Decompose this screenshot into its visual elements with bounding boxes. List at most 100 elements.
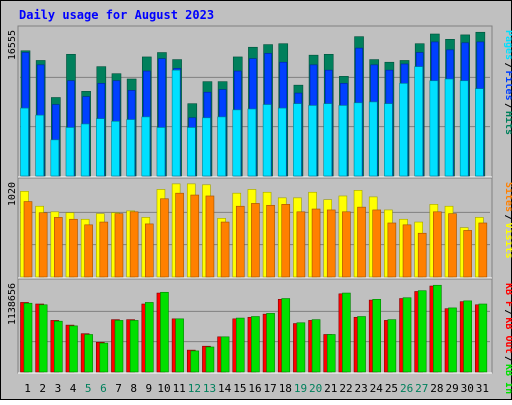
bar-kb-in-day-16 bbox=[251, 316, 260, 373]
x-tick-label: 21 bbox=[324, 382, 337, 395]
bar-kb-in-day-4 bbox=[69, 325, 78, 373]
bar-sites-day-29 bbox=[448, 213, 457, 278]
bar-kb-in-day-14 bbox=[220, 336, 230, 373]
bar-kb-in-day-20 bbox=[311, 319, 321, 373]
bar-pages-day-10 bbox=[156, 127, 166, 177]
bar-kb-in-day-2 bbox=[38, 304, 48, 373]
legend-panel-2: Sites / Visits bbox=[503, 182, 512, 259]
legend-separator: / bbox=[503, 215, 512, 221]
x-tick-label: 7 bbox=[115, 382, 122, 395]
bar-sites-day-27 bbox=[417, 232, 427, 278]
bar-pages-day-20 bbox=[308, 105, 317, 177]
bar-sites-day-19 bbox=[296, 211, 306, 278]
bar-sites-day-2 bbox=[38, 212, 48, 278]
bar-sites-day-30 bbox=[463, 230, 472, 278]
bar-sites-day-4 bbox=[69, 218, 78, 278]
bar-sites-day-17 bbox=[266, 204, 275, 278]
bar-pages-day-2 bbox=[35, 114, 44, 177]
y-max-label: 1138656 bbox=[7, 283, 18, 325]
bar-kb-in-day-13 bbox=[205, 346, 215, 373]
x-tick-label: 17 bbox=[264, 382, 277, 395]
bar-sites-day-11 bbox=[175, 192, 184, 278]
bar-kb-in-day-26 bbox=[402, 297, 412, 373]
bar-pages-day-7 bbox=[111, 121, 120, 177]
bar-kb-in-day-29 bbox=[448, 307, 457, 373]
x-tick-label: 11 bbox=[173, 382, 186, 395]
bar-pages-day-29 bbox=[444, 78, 454, 177]
x-tick-label: 18 bbox=[279, 382, 292, 395]
x-tick-label: 30 bbox=[461, 382, 474, 395]
bar-kb-in-day-23 bbox=[357, 316, 366, 373]
bar-pages-day-6 bbox=[96, 118, 105, 177]
bar-kb-in-day-15 bbox=[235, 317, 245, 373]
bar-sites-day-13 bbox=[205, 195, 215, 278]
legend-item: Sites bbox=[503, 182, 512, 212]
legend-item: Visits bbox=[503, 223, 512, 259]
bar-pages-day-12 bbox=[186, 127, 196, 177]
y-max-label: 16555 bbox=[7, 30, 18, 60]
x-tick-label: 16 bbox=[248, 382, 261, 395]
bar-sites-day-3 bbox=[54, 217, 63, 278]
bar-kb-in-day-8 bbox=[129, 320, 139, 373]
legend-separator: / bbox=[503, 309, 512, 315]
bar-kb-in-day-12 bbox=[190, 350, 200, 373]
bar-pages-day-26 bbox=[399, 83, 408, 177]
x-tick-label: 5 bbox=[85, 382, 92, 395]
bar-sites-day-10 bbox=[160, 198, 169, 278]
bar-sites-day-23 bbox=[357, 206, 366, 278]
x-tick-label: 31 bbox=[476, 382, 489, 395]
x-tick-label: 1 bbox=[24, 382, 31, 395]
bar-sites-day-16 bbox=[251, 203, 260, 278]
x-tick-label: 24 bbox=[370, 382, 384, 395]
bar-kb-in-day-21 bbox=[326, 334, 336, 373]
bar-pages-day-25 bbox=[384, 103, 393, 177]
bar-pages-day-21 bbox=[323, 103, 333, 177]
bar-kb-in-day-22 bbox=[342, 292, 351, 373]
bar-pages-day-1 bbox=[20, 107, 29, 177]
bar-sites-day-31 bbox=[478, 222, 488, 278]
x-tick-label: 14 bbox=[218, 382, 232, 395]
y-max-label: 1020 bbox=[7, 182, 18, 206]
bar-pages-day-8 bbox=[126, 119, 135, 177]
bar-pages-day-16 bbox=[247, 108, 257, 177]
x-tick-label: 15 bbox=[233, 382, 246, 395]
legend-panel-3: KB F / KB Out / KB In bbox=[503, 283, 512, 394]
x-tick-label: 2 bbox=[39, 382, 46, 395]
x-tick-label: 12 bbox=[188, 382, 201, 395]
bar-pages-day-5 bbox=[80, 123, 90, 177]
bar-kb-in-day-6 bbox=[99, 342, 109, 373]
chart-title: Daily usage for August 2023 bbox=[19, 8, 214, 22]
panel-1: 16555 Pages / Files / Hits bbox=[7, 25, 512, 178]
bar-sites-day-22 bbox=[342, 211, 351, 278]
bar-pages-day-17 bbox=[262, 104, 272, 177]
bar-sites-day-14 bbox=[220, 221, 230, 278]
legend-separator: / bbox=[503, 63, 512, 69]
bar-kb-in-day-30 bbox=[463, 300, 472, 373]
bar-kb-in-day-17 bbox=[266, 313, 275, 373]
x-tick-label: 10 bbox=[157, 382, 170, 395]
bar-pages-day-31 bbox=[475, 88, 484, 177]
legend-item: KB In bbox=[503, 364, 512, 394]
bar-sites-day-18 bbox=[281, 204, 291, 278]
bar-pages-day-11 bbox=[171, 69, 181, 177]
x-tick-label: 13 bbox=[203, 382, 216, 395]
bar-sites-day-1 bbox=[23, 201, 33, 278]
bar-sites-day-8 bbox=[129, 211, 139, 278]
bar-kb-in-day-25 bbox=[387, 319, 397, 373]
bar-pages-day-28 bbox=[429, 80, 439, 177]
legend-panel-1: Pages / Files / Hits bbox=[503, 30, 512, 135]
bar-pages-day-13 bbox=[202, 117, 211, 177]
bar-pages-day-14 bbox=[217, 116, 226, 177]
bar-pages-day-19 bbox=[293, 103, 302, 177]
x-tick-label: 29 bbox=[445, 382, 458, 395]
bar-kb-in-day-24 bbox=[372, 299, 382, 373]
legend-separator: / bbox=[503, 356, 512, 362]
panel-2: 1020 Sites / Visits bbox=[7, 177, 512, 279]
bar-sites-day-24 bbox=[372, 209, 382, 278]
bar-kb-in-day-3 bbox=[54, 320, 63, 373]
bar-sites-day-6 bbox=[99, 221, 109, 278]
bar-pages-day-30 bbox=[459, 80, 469, 177]
bar-kb-in-day-7 bbox=[114, 320, 124, 373]
bar-pages-day-15 bbox=[232, 109, 242, 177]
